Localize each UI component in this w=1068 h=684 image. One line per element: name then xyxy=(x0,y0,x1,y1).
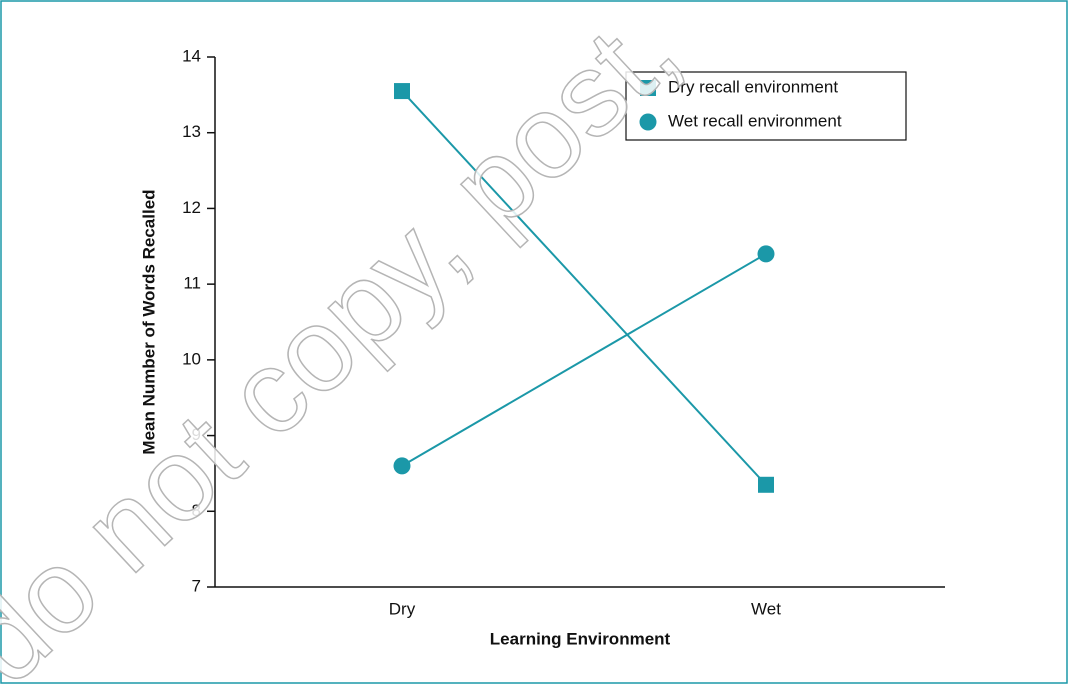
legend-box xyxy=(625,71,907,141)
data-point xyxy=(393,457,411,475)
data-point xyxy=(394,83,410,100)
y-tick-label: 9 xyxy=(192,425,201,444)
y-tick-label: 10 xyxy=(182,349,201,368)
series-line xyxy=(401,252,767,467)
x-tick-label: Dry xyxy=(389,599,416,618)
y-tick-label: 14 xyxy=(182,46,201,65)
y-tick-label: 7 xyxy=(192,576,201,595)
data-point xyxy=(757,245,775,263)
y-tick-label: 13 xyxy=(182,122,201,141)
y-axis-label: Mean Number of Words Recalled xyxy=(139,189,158,454)
series-line xyxy=(401,90,767,486)
x-tick-label: Wet xyxy=(751,599,781,618)
legend-marker xyxy=(640,80,656,96)
y-tick-label: 8 xyxy=(192,501,201,520)
y-tick-label: 11 xyxy=(183,274,201,293)
x-axis-label: Learning Environment xyxy=(490,629,671,648)
legend-marker xyxy=(639,113,657,131)
data-point xyxy=(758,476,774,493)
legend-label: Wet recall environment xyxy=(668,111,842,130)
y-tick-label: 12 xyxy=(182,198,201,217)
legend-label: Dry recall environment xyxy=(668,77,838,96)
